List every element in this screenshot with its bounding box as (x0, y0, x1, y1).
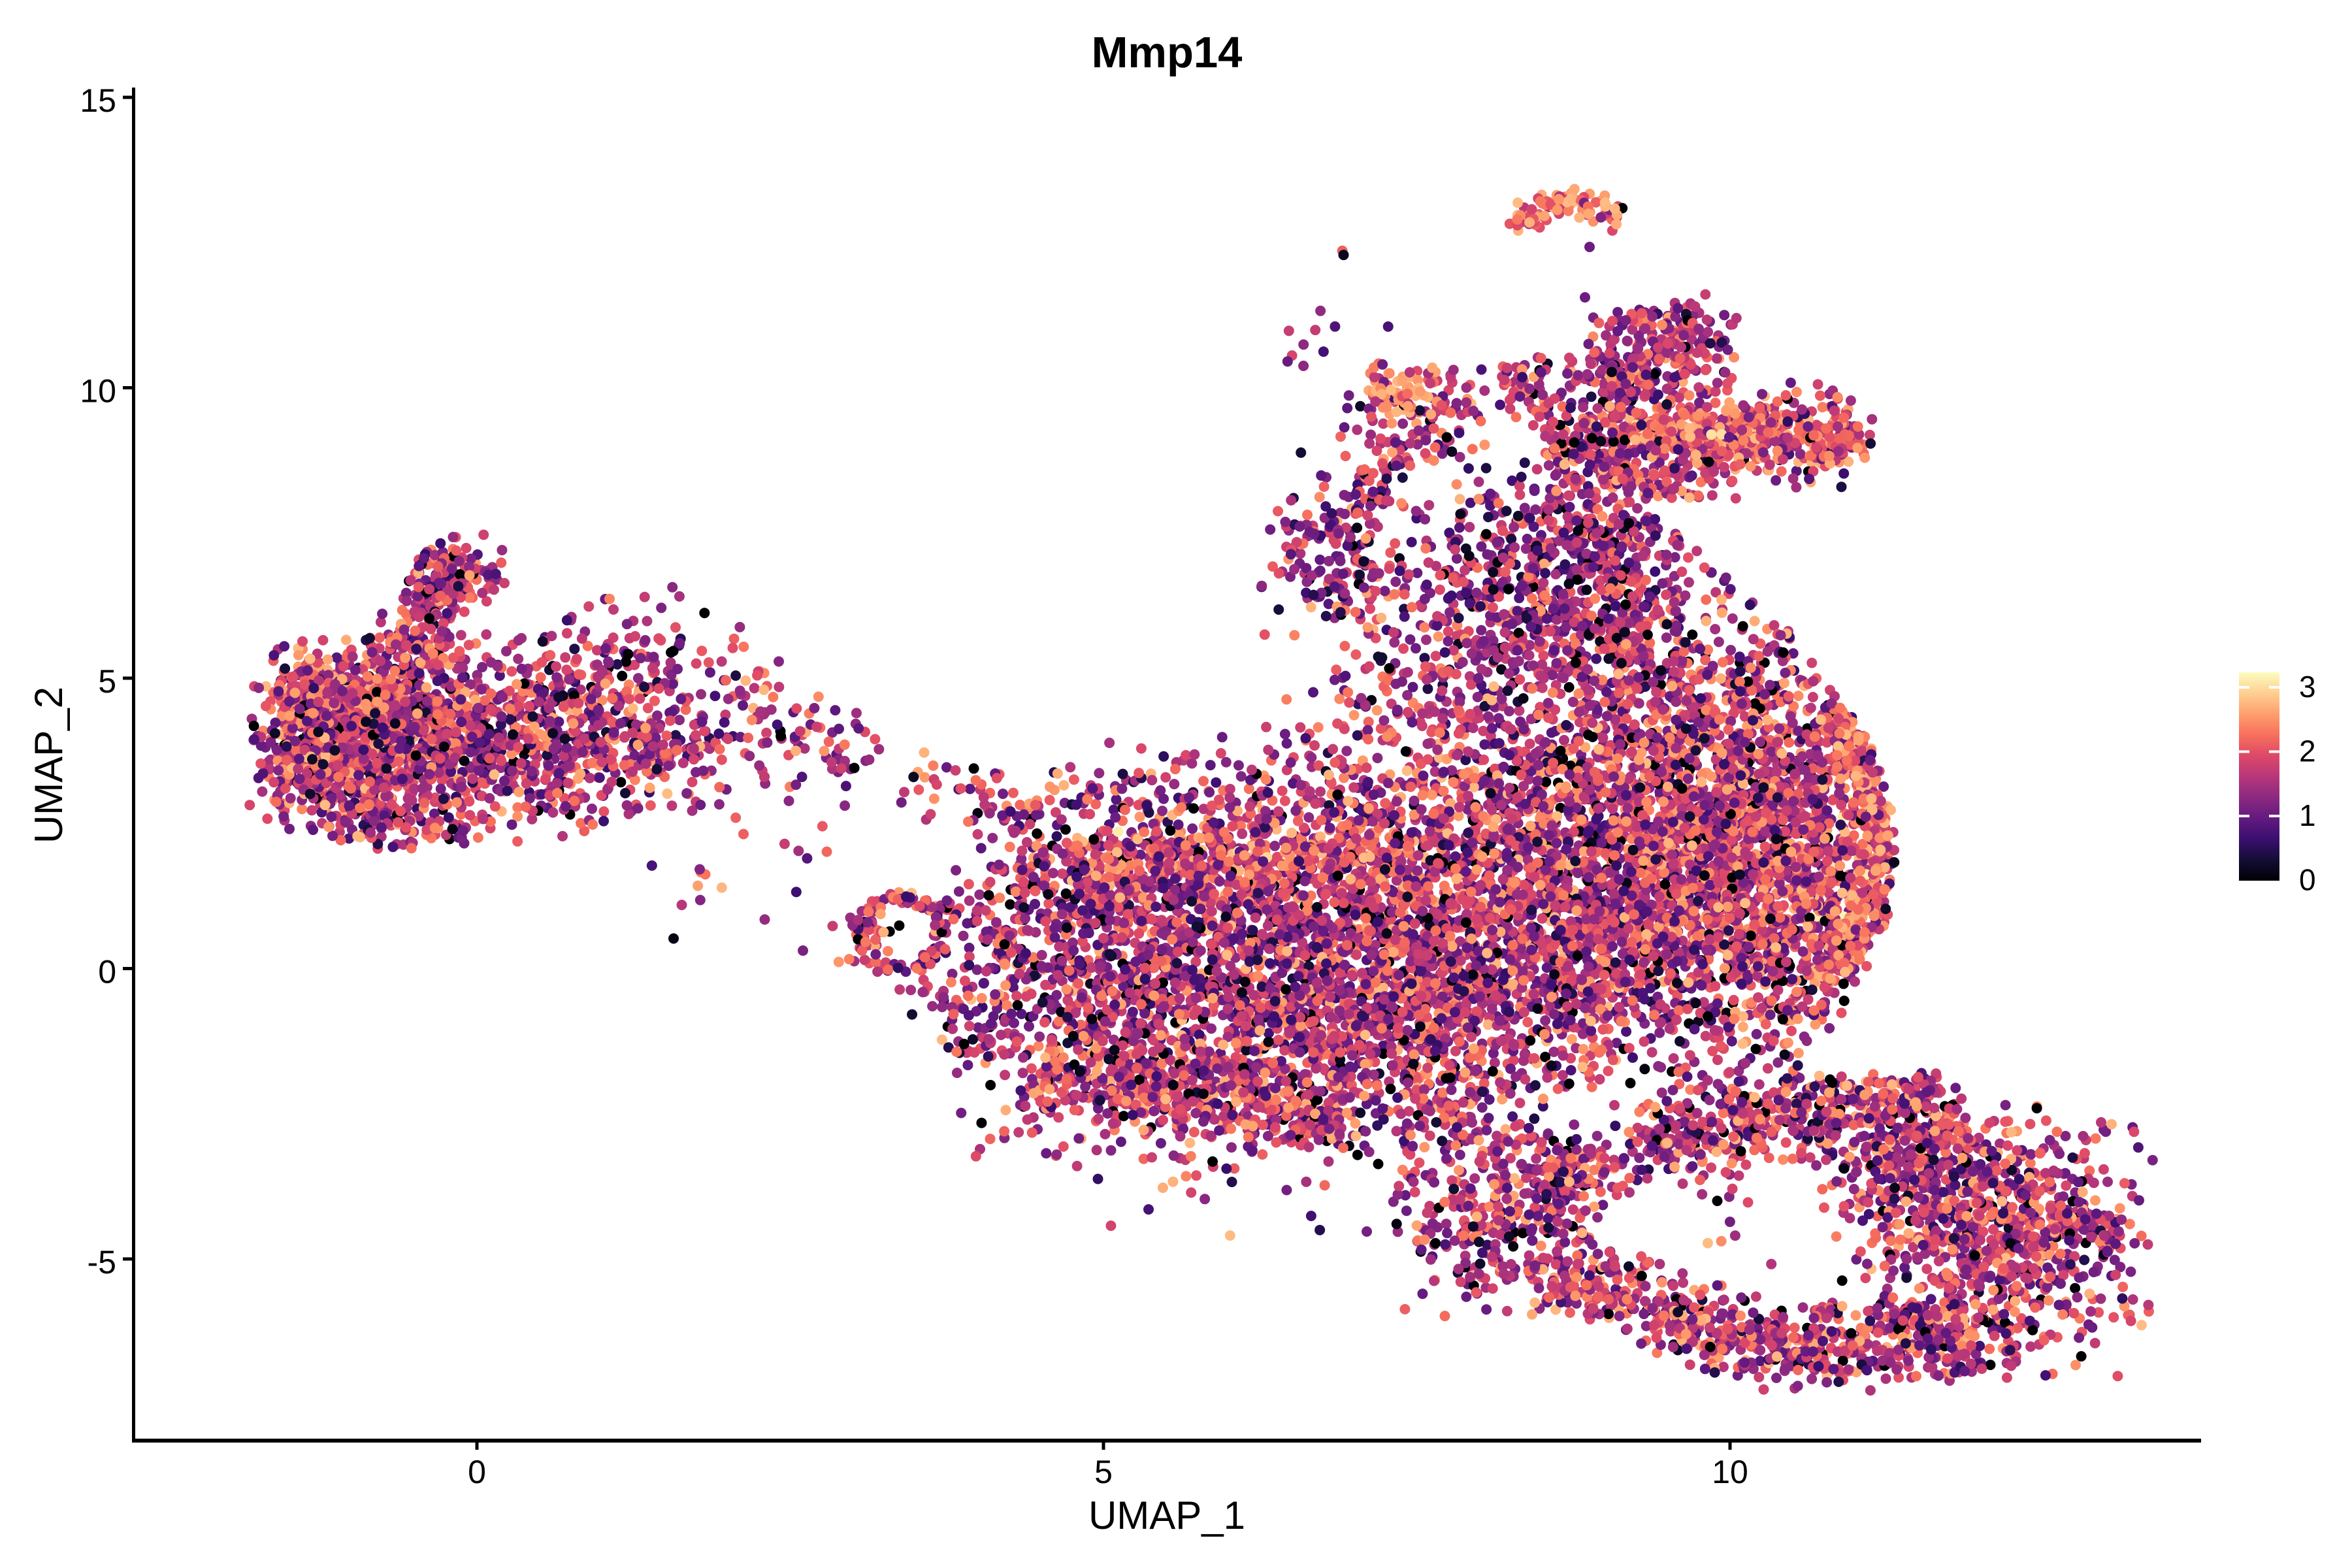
svg-text:10: 10 (80, 373, 116, 410)
svg-text:1: 1 (2299, 798, 2316, 832)
svg-text:0: 0 (2299, 863, 2316, 897)
svg-text:UMAP_2: UMAP_2 (27, 687, 71, 843)
svg-text:15: 15 (80, 82, 116, 119)
svg-text:5: 5 (98, 663, 116, 700)
svg-text:3: 3 (2299, 670, 2316, 704)
svg-text:-5: -5 (88, 1244, 116, 1281)
svg-text:0: 0 (468, 1454, 486, 1490)
svg-text:UMAP_1: UMAP_1 (1088, 1494, 1245, 1537)
svg-text:5: 5 (1094, 1454, 1113, 1490)
svg-text:2: 2 (2299, 734, 2316, 768)
svg-text:10: 10 (1712, 1454, 1748, 1490)
svg-text:0: 0 (98, 954, 116, 990)
svg-text:Mmp14: Mmp14 (1092, 28, 1243, 77)
